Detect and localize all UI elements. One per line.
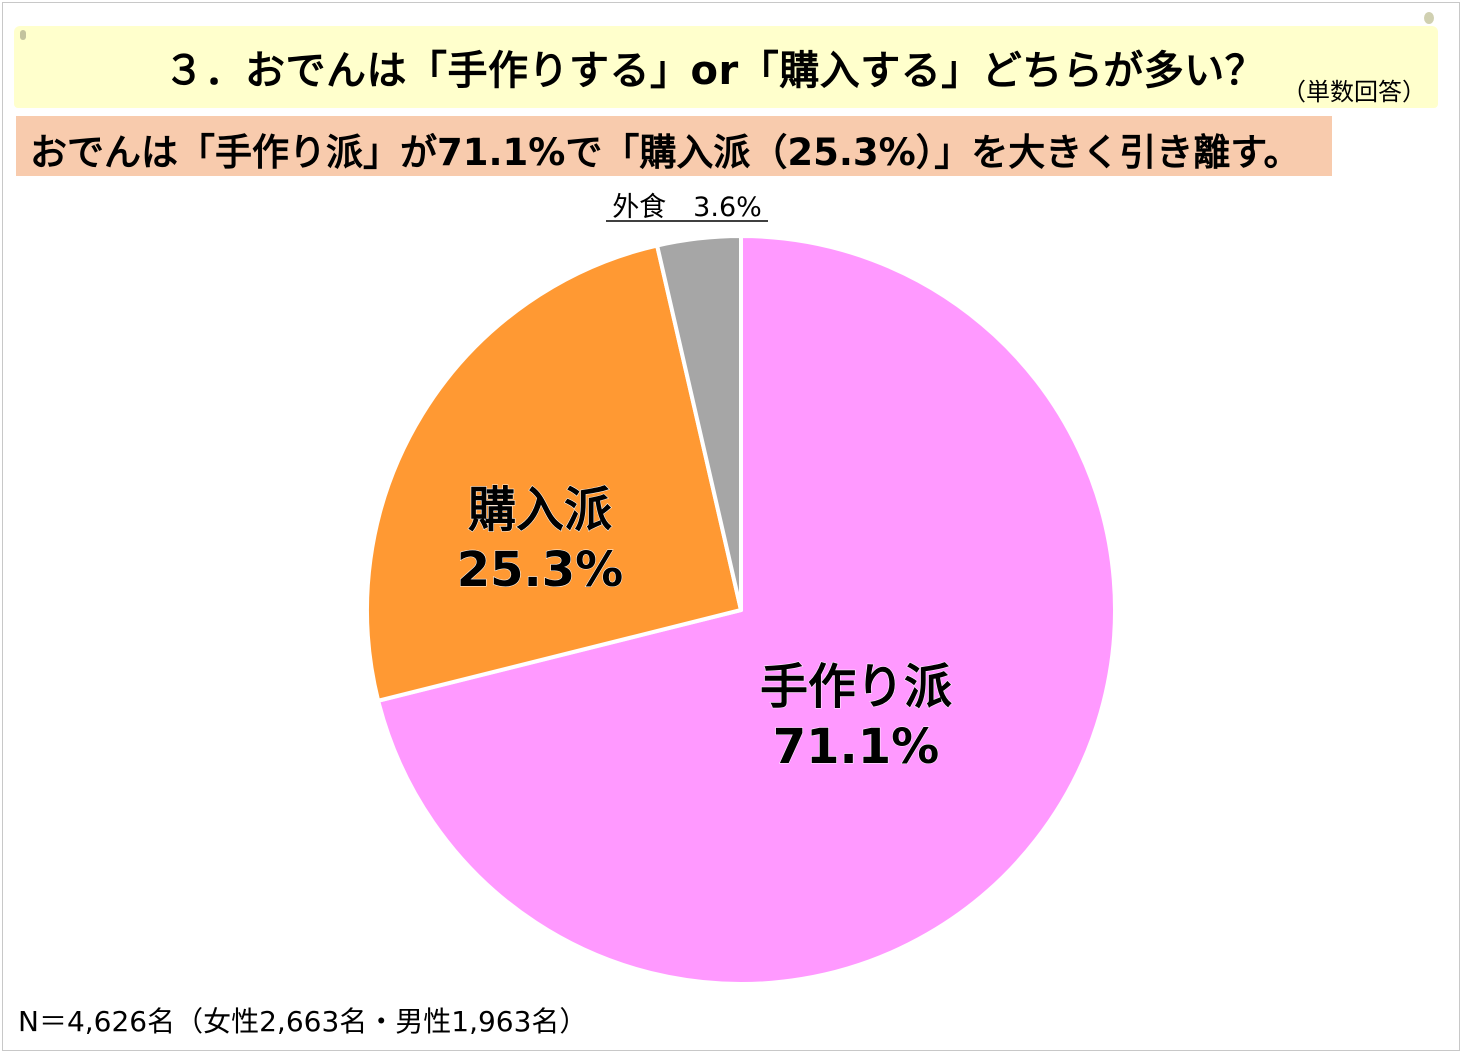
slice-name-label: 購入派 [468,482,612,538]
sample-size-note: N＝4,626名（女性2,663名・男性1,963名） [18,1005,588,1038]
slice-percent-label: 71.1% [773,719,940,775]
answer-type-note: （単数回答） [1282,78,1426,106]
slice-outside-label: 外食 3.6% [612,192,762,223]
slice-name-label: 手作り派 [760,659,952,715]
title-banner: ３．おでんは「手作りする」or「購入する」どちらが多い？ （単数回答） [14,12,1438,108]
summary-text: おでんは「手作り派」が71.1%で「購入派（25.3%）」を大きく引き離す。 [30,131,1301,174]
banner-curl-decoration [1424,12,1434,24]
slice-percent-label: 25.3% [457,542,624,598]
summary-banner: おでんは「手作り派」が71.1%で「購入派（25.3%）」を大きく引き離す。 [16,116,1332,176]
pie-slice-1 [376,234,1117,986]
pie-slice-3 [655,234,743,612]
banner-curl-decoration [20,30,26,40]
pie-slice-2 [365,243,743,703]
chart-title: ３．おでんは「手作りする」or「購入する」どちらが多い？ [164,48,1266,94]
